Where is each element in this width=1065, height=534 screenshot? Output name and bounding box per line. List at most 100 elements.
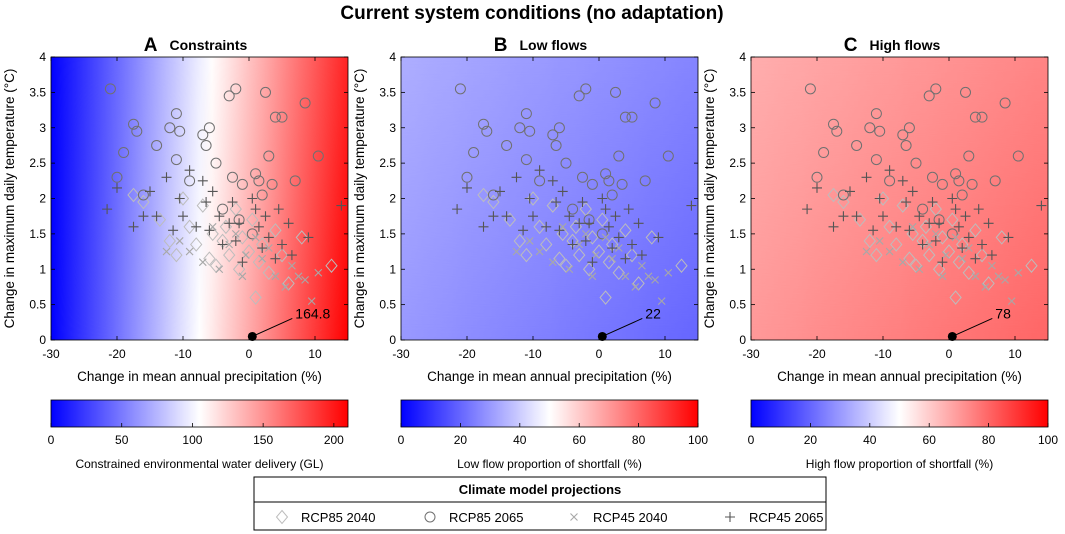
point-x [238,272,247,281]
point-circle [520,154,532,166]
point-x [862,247,871,256]
point-circle [923,90,935,102]
point-plus [963,232,974,243]
point-x [657,297,666,305]
colorbar-tick-label: 200 [324,433,344,447]
point-x [971,272,980,281]
point-x [664,268,673,277]
point-plus [534,165,545,176]
point-plus [478,221,489,232]
point-x [608,254,617,263]
point-circle [250,168,262,180]
point-circle [170,154,182,166]
point-plus [610,211,621,222]
y-tick-label: 0.5 [729,298,746,312]
point-circle [184,175,196,187]
point-plus [257,243,268,254]
y-tick-label: 2.5 [379,156,396,170]
point-plus [227,197,238,208]
point-x [281,283,290,291]
point-plus [138,211,149,222]
legend-diamond-icon [275,509,289,525]
point-circle [586,178,598,190]
legend-item: RCP85 2040 [275,509,375,525]
point-x [938,272,947,281]
point-plus [934,218,945,229]
point-x [162,247,171,256]
point-circle [837,189,849,201]
y-tick-label: 0.5 [29,298,46,312]
point-plus [277,239,287,250]
point-plus [250,204,261,215]
colorbar-tick-label: 100 [182,433,202,447]
point-circle [118,147,130,159]
point-circle [662,150,674,162]
colorbar [400,399,699,428]
point-plus [253,221,264,232]
y-tick-label: 0.5 [379,298,396,312]
point-plus [234,218,245,229]
point-x [915,265,924,274]
point-diamond [477,187,490,203]
point-diamond [262,265,275,281]
point-plus [953,221,964,232]
point-plus [1003,232,1014,243]
point-diamond [827,187,840,203]
current-point-leader [602,318,643,337]
point-diamond [586,230,599,245]
y-tick-label: 1 [739,262,746,276]
point-x [512,247,521,256]
point-circle [487,189,499,201]
point-diamond [903,251,916,266]
point-plus [914,211,925,222]
point-circle [553,122,565,134]
colorbar-tick-label: 60 [573,433,587,447]
point-x [614,244,623,252]
point-circle [481,125,493,137]
point-diamond [170,247,183,263]
point-diamond [223,247,236,263]
point-plus [201,197,212,208]
point-plus [577,197,588,208]
point-circle [818,147,830,159]
point-x [185,247,194,256]
panel-title: High flows [870,37,941,53]
panel-letter: B [494,35,508,56]
point-plus [861,172,872,183]
point-circle [227,171,238,183]
point-x [1014,268,1023,277]
point-plus [145,186,155,197]
point-x [931,229,940,238]
point-circle [864,122,876,134]
point-plus [868,225,879,236]
colorbar-tick-label: 100 [688,433,708,447]
point-circle [649,97,661,109]
point-circle [626,111,638,123]
markers [102,83,347,305]
point-diamond [870,247,883,263]
point-plus [168,225,179,236]
point-plus [970,253,981,264]
legend-circle-icon [424,511,436,523]
point-x [314,268,323,277]
point-circle [811,171,823,183]
point-diamond [533,219,546,235]
legend-item: RCP45 2065 [725,510,823,525]
point-plus [197,175,208,186]
x-tick-label: 0 [596,347,603,361]
point-circle [828,118,839,130]
figure-title: Current system conditions (no adaptation… [340,3,723,24]
colorbar-label: Constrained environmental water delivery… [75,457,323,471]
point-diamond [295,230,308,245]
point-circle [573,90,585,102]
y-axis-label: Change in maximum daily temperature (°C) [2,69,17,329]
point-plus [495,186,505,197]
point-x [988,261,996,270]
colorbar-tick-label: 40 [513,433,527,447]
point-diamond [619,223,632,238]
point-plus [128,221,139,232]
colorbar-tick-label: 20 [804,433,818,447]
current-point-leader [952,318,993,337]
